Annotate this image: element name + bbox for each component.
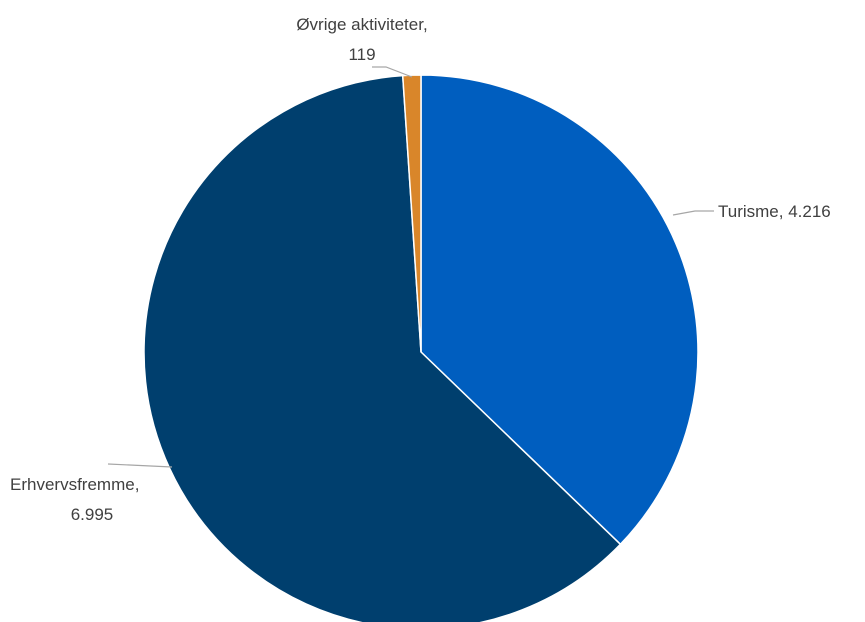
pie-slice-turisme xyxy=(420,74,699,546)
leader-line-erhvervsfremme xyxy=(107,463,173,468)
data-label-erhvervsfremme-value: 6.995 xyxy=(71,505,114,524)
pie-slice-ovrige-aktiviteter xyxy=(401,74,422,353)
data-label-ovrige-value: 119 xyxy=(348,45,375,64)
data-label-erhvervsfremme: Erhvervsfremme, xyxy=(10,475,139,494)
data-label-turisme: Turisme, 4.216 xyxy=(718,202,831,221)
pie-slices xyxy=(143,74,699,622)
leader-line-ovrige xyxy=(372,66,413,78)
data-label-ovrige: Øvrige aktiviteter, xyxy=(296,15,427,34)
data-labels: Turisme, 4.216 Erhvervsfremme, 6.995 Øvr… xyxy=(10,15,831,524)
leader-lines xyxy=(107,66,714,468)
leader-line-turisme xyxy=(672,210,714,216)
pie-slice-erhvervsfremme xyxy=(143,74,622,622)
